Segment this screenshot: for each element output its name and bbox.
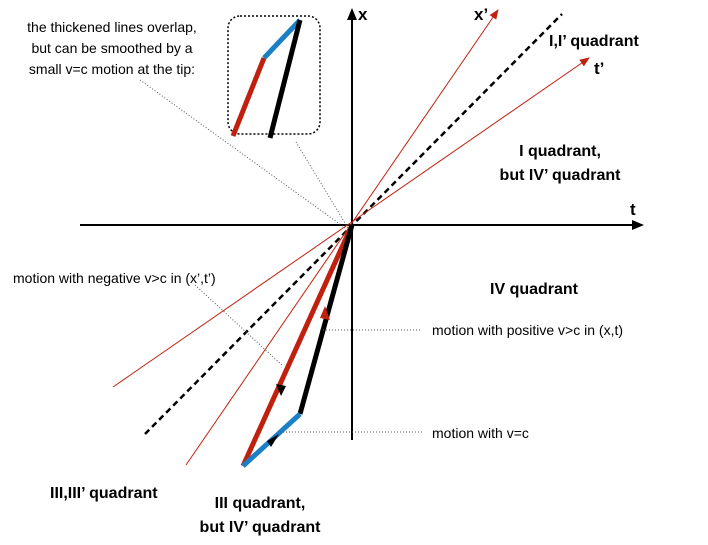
light-cone-line bbox=[144, 13, 563, 435]
inset-box bbox=[227, 15, 321, 135]
inset-caption-line2: but can be smoothed by a bbox=[31, 40, 192, 56]
quadrant-label-i-i-prime: I,I’ quadrant bbox=[549, 33, 639, 50]
inset-red-segment bbox=[230, 57, 267, 137]
x-prime-axis bbox=[185, 9, 499, 466]
leader-inset-bottom bbox=[295, 141, 349, 229]
negative-motion-label: motion with negative v>c in (x’,t’) bbox=[13, 270, 216, 286]
light-motion-label: motion with v=c bbox=[432, 425, 529, 441]
x-prime-axis-label: x’ bbox=[474, 5, 488, 24]
quadrant-label-iii-line2: but IV’ quadrant bbox=[200, 519, 322, 536]
quadrant-label-iii-iii-prime: III,III’ quadrant bbox=[50, 485, 158, 502]
quadrant-label-iv: IV quadrant bbox=[490, 281, 579, 298]
positive-motion-label: motion with positive v>c in (x,t) bbox=[432, 322, 623, 338]
inset-caption-line3: small v=c motion at the tip: bbox=[29, 61, 195, 77]
t-axis-label: t bbox=[630, 200, 636, 219]
inset-caption-line1: the thickened lines overlap, bbox=[27, 19, 197, 35]
t-prime-axis bbox=[112, 57, 590, 388]
leader-inset-left bbox=[139, 79, 349, 231]
x-axis-label: x bbox=[358, 5, 368, 24]
negative-superluminal-path bbox=[240, 223, 355, 468]
arrowhead-negative-path bbox=[276, 384, 286, 396]
inset-blue-segment bbox=[262, 18, 302, 60]
t-prime-axis-label: t’ bbox=[594, 59, 604, 78]
arrowhead-light-segment bbox=[267, 434, 279, 447]
leader-negative-motion bbox=[194, 284, 284, 367]
quadrant-label-i-line2: but IV’ quadrant bbox=[500, 167, 622, 184]
positive-superluminal-path bbox=[297, 224, 355, 415]
quadrant-label-iii-line1: III quadrant, bbox=[215, 495, 306, 512]
quadrant-label-i-line1: I quadrant, bbox=[519, 143, 601, 160]
inset-black-segment bbox=[267, 19, 303, 139]
arrowhead-positive-path bbox=[320, 306, 330, 320]
